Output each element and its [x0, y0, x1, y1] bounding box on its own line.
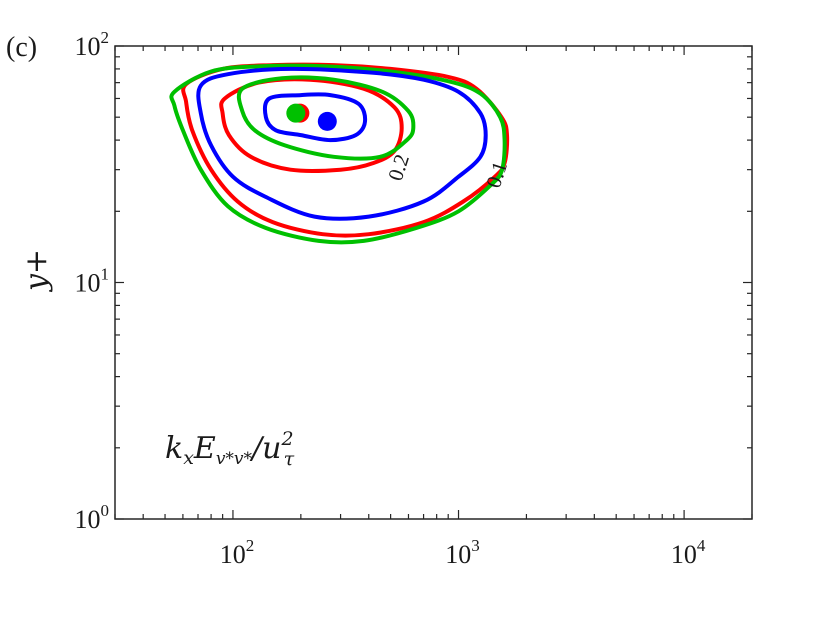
y-axis-label: y+ — [19, 249, 54, 293]
plot-frame — [114, 45, 753, 520]
peak-marker-blue — [317, 111, 337, 131]
panel-label: (c) — [6, 32, 37, 63]
contour-green-0.1 — [169, 63, 507, 245]
y-tick-labels: 100 101 102 — [75, 28, 110, 534]
x-tick-labels: 102 103 104 — [220, 536, 706, 569]
contour-blue-0.2 — [262, 92, 368, 143]
y-tick-label: 102 — [75, 28, 110, 61]
annotation-formula: kxEv*v*/u2 τ — [165, 428, 295, 470]
peak-marker-green — [286, 103, 306, 123]
y-tick-label: 100 — [75, 501, 110, 534]
x-tick-label: 102 — [220, 536, 255, 569]
peak-markers — [286, 103, 337, 131]
y-tick-label: 101 — [75, 265, 110, 298]
contour-layer — [169, 62, 510, 245]
x-tick-label: 103 — [445, 536, 480, 569]
contour-green-0.2 — [236, 75, 416, 161]
contour-blue-0.1 — [196, 66, 488, 221]
x-tick-label: 104 — [671, 536, 706, 569]
contour-red-0.2 — [219, 77, 404, 173]
